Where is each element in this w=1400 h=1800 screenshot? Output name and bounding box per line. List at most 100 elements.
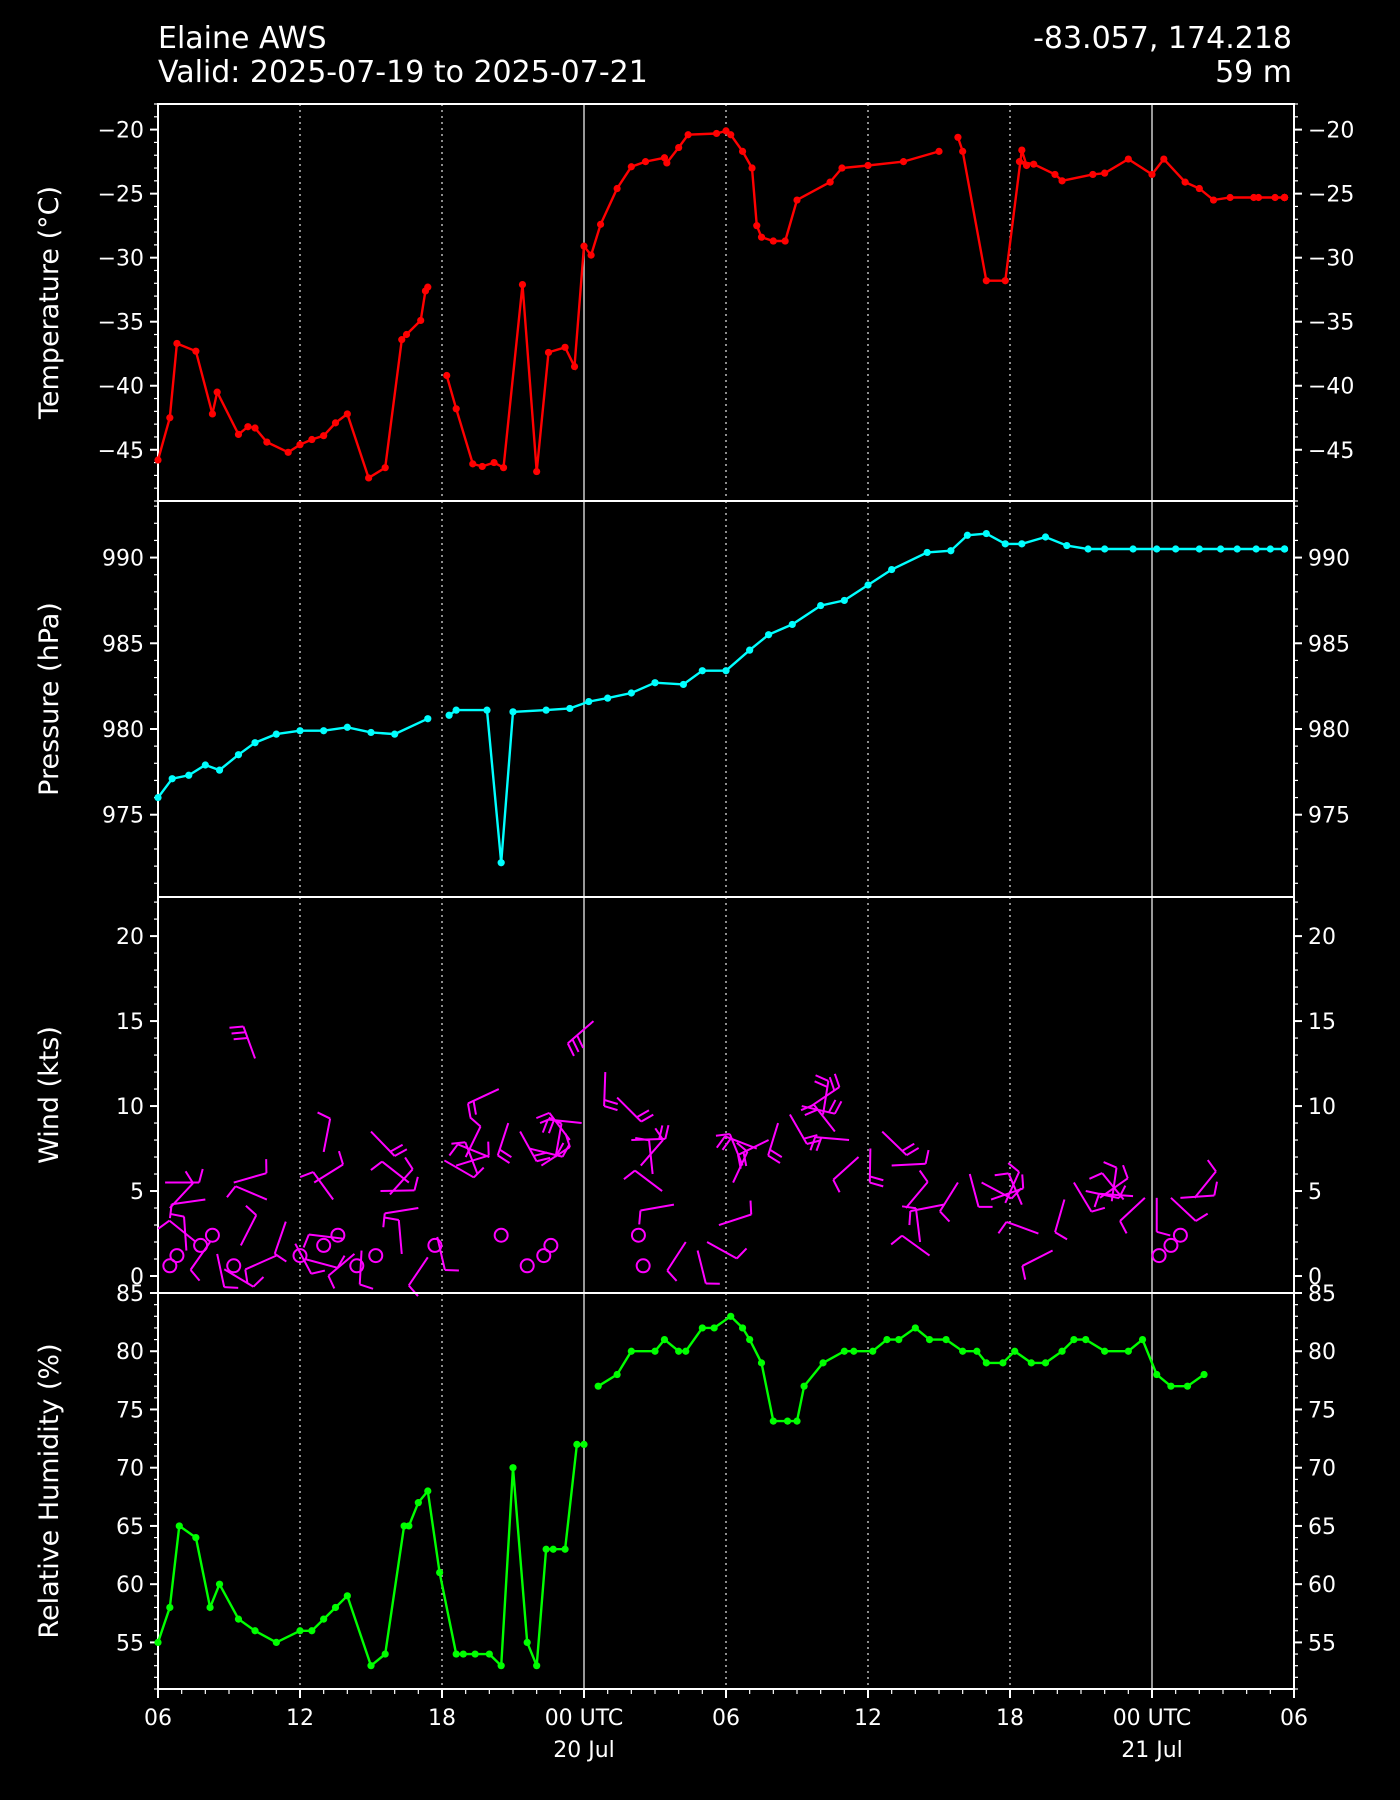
data-point [1089,170,1097,179]
data-point [308,1627,316,1635]
data-point [1041,1359,1050,1367]
data-point [800,1382,808,1390]
elevation: 59 m [1215,55,1292,90]
wind-barb-tick [1007,1162,1020,1173]
wind-barb-tick [1156,1230,1171,1237]
data-point [783,1417,792,1425]
data-point [365,474,373,482]
y-tick-label-left: −20 [98,119,144,144]
series-line-temperature [956,136,1285,282]
data-point [1101,169,1109,177]
wind-barb [397,1219,403,1254]
data-point [201,761,209,769]
y-tick-label-left: 980 [102,718,144,743]
data-point [570,362,579,371]
calm-wind-marker [427,1237,443,1253]
data-point [580,242,588,250]
data-point [613,184,621,193]
wind-barb-tick [233,1037,248,1041]
data-point [1129,545,1137,553]
wind-barb-tick [382,1213,386,1228]
data-point [544,348,553,357]
data-point [963,531,972,539]
data-point [452,405,460,413]
wind-barb-tick [473,1166,485,1179]
data-point [613,1370,621,1379]
wind-barb [891,1162,926,1167]
data-point [272,1638,280,1647]
wind-barb [981,1181,1013,1200]
data-point [208,410,217,418]
data-point [398,336,406,344]
wind-barb-tick [828,1099,837,1113]
data-point [585,697,593,706]
wind-barb-tick [1089,1172,1103,1180]
data-point [604,694,612,702]
data-point [1254,193,1263,202]
data-point [478,462,486,471]
data-point [192,1533,200,1542]
x-tick-label: 00 UTC [1113,1706,1192,1731]
data-point [682,1347,690,1355]
wind-barb-tick [1122,1164,1129,1179]
wind-barb-tick [901,1142,915,1152]
data-point [405,1522,413,1530]
wind-barb-tick [737,1154,742,1169]
data-point [1153,1370,1161,1379]
data-point [850,1347,858,1355]
calm-wind-marker [292,1248,308,1264]
y-tick-label-right: 85 [1308,1282,1336,1307]
data-point [436,1568,444,1577]
wind-barb [235,1185,268,1201]
data-point [627,1347,635,1355]
wind-barb-tick [658,1125,664,1140]
x-tick-sublabel: 20 Jul [553,1738,615,1763]
wind-barb-tick [603,1105,618,1112]
y-tick-label-right: 80 [1308,1340,1336,1365]
wind-barb-tick [1213,1181,1218,1196]
data-point [864,581,872,589]
data-point [925,1335,934,1344]
y-tick-label-left: 20 [116,925,144,950]
data-point [698,667,706,675]
data-point [1280,545,1289,553]
wind-barb-tick [359,1283,374,1290]
data-point [381,464,389,472]
wind-barb-tick [890,1234,903,1246]
wind-barb [1193,1170,1217,1199]
data-point [296,1627,304,1635]
data-point [769,1417,777,1425]
wind-barb [380,1189,415,1193]
wind-barb-tick [1093,1193,1101,1208]
wind-barb-tick [721,1137,732,1151]
wind-barb-tick [226,1185,237,1198]
data-point [982,529,990,538]
wind-barb-tick [939,1210,951,1223]
y-tick-label-left: 55 [116,1631,144,1656]
wind-barb-tick [635,1137,650,1142]
wind-barb [384,1207,419,1215]
data-point [452,706,460,714]
data-point [497,1662,505,1670]
calm-wind-marker [635,1258,651,1274]
wind-barb [1073,1182,1093,1213]
data-point [826,178,834,186]
wind-barb-tick [742,1152,748,1167]
series-line-temperature [156,286,429,480]
data-point [1233,545,1241,553]
y-tick-label-right: 5 [1308,1180,1322,1205]
data-point [1172,545,1180,553]
data-point [452,1650,460,1658]
data-point [490,458,498,467]
data-point [781,237,789,245]
y-axis-label-wind: Wind (kts) [34,1026,65,1164]
wind-barb-tick [769,1148,783,1158]
wind-barb-tick [638,1210,642,1225]
data-point [173,339,181,348]
data-point [727,1312,735,1320]
data-point [675,1347,683,1355]
wind-barb-tick [1054,1231,1068,1241]
wind-barb-tick [413,1176,419,1191]
data-point [1138,1335,1147,1344]
y-tick-label-left: 60 [116,1573,144,1598]
